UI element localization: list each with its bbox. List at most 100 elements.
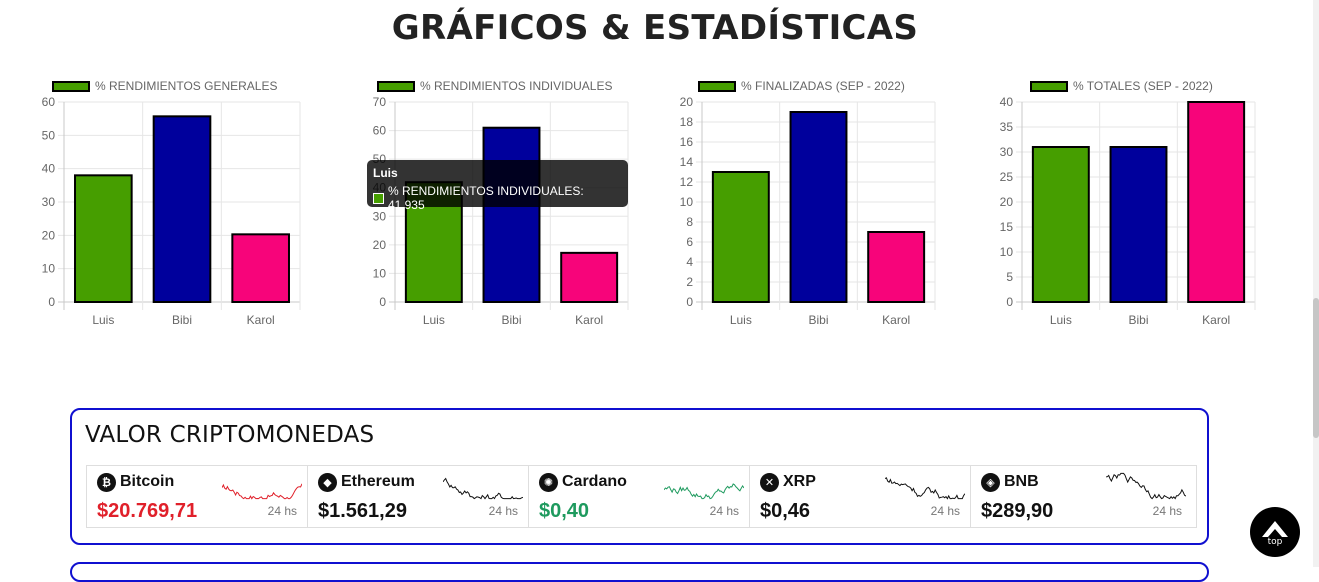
coin-price: $0,46 xyxy=(760,500,811,522)
sparkline xyxy=(443,477,523,500)
y-tick-label: 8 xyxy=(686,215,693,229)
x-tick-label: Bibi xyxy=(1128,313,1148,327)
coin-cardano[interactable]: ✺ Cardano $0,40 24 hs xyxy=(529,466,750,527)
bar-chart-svg: 40 35 30 25 20 15 10 5 0 Luis Bibi Karol xyxy=(1000,95,1256,327)
bar-bibi xyxy=(482,126,541,304)
legend-swatch xyxy=(698,80,736,92)
y-tick-label: 16 xyxy=(680,135,694,149)
y-tick-label: 5 xyxy=(1006,270,1013,284)
y-tick-label: 10 xyxy=(42,262,56,276)
legend-swatch xyxy=(377,80,415,92)
coin-bitcoin[interactable]: ₿ Bitcoin $20.769,71 24 hs xyxy=(87,466,308,527)
y-tick-label: 30 xyxy=(1000,145,1014,159)
page-title: GRÁFICOS & ESTADÍSTICAS xyxy=(391,8,919,48)
tooltip-title: Luis xyxy=(373,166,398,180)
next-section-card xyxy=(70,562,1209,582)
x-tick-label: Luis xyxy=(730,313,752,327)
x-tick-label: Karol xyxy=(575,313,603,327)
y-tick-label: 20 xyxy=(680,95,694,109)
sparkline xyxy=(222,483,302,500)
coin-period: 24 hs xyxy=(930,504,960,518)
chart-legend[interactable]: % RENDIMIENTOS INDIVIDUALES xyxy=(377,79,612,93)
coin-period: 24 hs xyxy=(267,504,297,518)
chart-legend[interactable]: % RENDIMIENTOS GENERALES xyxy=(52,79,277,93)
legend-label: % TOTALES (SEP - 2022) xyxy=(1073,79,1213,93)
coin-bnb[interactable]: ◈ BNB $289,90 24 hs xyxy=(971,466,1192,527)
coin-price: $1.561,29 xyxy=(318,500,407,522)
y-tick-label: 20 xyxy=(1000,195,1014,209)
bar-bibi xyxy=(1109,146,1168,303)
y-tick-label: 35 xyxy=(1000,120,1014,134)
bar-luis xyxy=(711,171,770,303)
y-tick-label: 60 xyxy=(373,124,387,138)
y-tick-label: 60 xyxy=(42,95,56,109)
y-tick-label: 18 xyxy=(680,115,694,129)
x-tick-label: Luis xyxy=(92,313,114,327)
coin-name: BNB xyxy=(1004,473,1039,490)
bar-karol xyxy=(1187,101,1246,303)
y-tick-label: 20 xyxy=(373,238,387,252)
legend-label: % RENDIMIENTOS GENERALES xyxy=(95,79,278,93)
bar-karol xyxy=(867,231,926,303)
y-tick-label: 2 xyxy=(686,275,693,289)
chart-rendimientos-individuales: % RENDIMIENTOS INDIVIDUALES 706050403020… xyxy=(340,72,640,342)
y-tick-label: 0 xyxy=(379,295,386,309)
tooltip-swatch xyxy=(373,192,384,204)
y-tick-label: 12 xyxy=(680,175,694,189)
chart-rendimientos-generales: % RENDIMIENTOS GENERALES 60 50 40 30 20 10 0 Lu… xyxy=(10,72,310,342)
legend-label: % RENDIMIENTOS INDIVIDUALES xyxy=(420,79,613,93)
bnb-icon: ◈ xyxy=(981,473,1000,492)
sparkline xyxy=(885,477,965,500)
y-tick-label: 30 xyxy=(42,195,56,209)
sparkline-path xyxy=(443,477,523,500)
y-tick-label: 0 xyxy=(1006,295,1013,309)
coin-period: 24 hs xyxy=(709,504,739,518)
sparkline-path xyxy=(222,483,302,500)
y-tick-label: 20 xyxy=(42,228,56,242)
coin-name: XRP xyxy=(783,473,816,490)
bar-luis xyxy=(1031,146,1090,303)
chart-totales: % TOTALES (SEP - 2022) 40 35 30 25 20 15 10 5 0 L… xyxy=(970,72,1270,342)
page-scrollbar[interactable] xyxy=(1313,0,1319,567)
y-tick-label: 4 xyxy=(686,255,693,269)
chart-finalizadas: % FINALIZADAS (SEP - 2022) 20 18 16 14 12 10 8… xyxy=(650,72,950,342)
coin-period: 24 hs xyxy=(1152,504,1182,518)
bitcoin-icon: ₿ xyxy=(97,473,116,492)
scrollbar-thumb[interactable] xyxy=(1313,298,1319,438)
sparkline-path xyxy=(1106,472,1186,500)
crypto-ticker: ₿ Bitcoin $20.769,71 24 hs ◆ Ethereum $1… xyxy=(86,465,1197,528)
y-tick-label: 15 xyxy=(1000,220,1014,234)
x-tick-label: Luis xyxy=(423,313,445,327)
legend-swatch xyxy=(52,80,90,92)
crypto-card: VALOR CRIPTOMONEDAS ₿ Bitcoin $20.769,71… xyxy=(70,408,1209,545)
y-tick-label: 10 xyxy=(373,266,387,280)
x-tick-label: Karol xyxy=(247,313,275,327)
xrp-icon: ✕ xyxy=(760,473,779,492)
bar-bibi xyxy=(152,115,212,304)
x-tick-label: Karol xyxy=(1202,313,1230,327)
coin-period: 24 hs xyxy=(488,504,518,518)
chart-legend[interactable]: % TOTALES (SEP - 2022) xyxy=(1030,79,1213,93)
y-tick-label: 50 xyxy=(42,128,56,142)
scroll-to-top-button[interactable]: top xyxy=(1250,507,1300,557)
coin-price: $0,40 xyxy=(539,500,590,522)
coin-xrp[interactable]: ✕ XRP $0,46 24 hs xyxy=(750,466,971,527)
y-tick-label: 70 xyxy=(373,95,387,109)
chart-legend[interactable]: % FINALIZADAS (SEP - 2022) xyxy=(698,79,905,93)
coin-ethereum[interactable]: ◆ Ethereum $1.561,29 24 hs xyxy=(308,466,529,527)
coin-price: $20.769,71 xyxy=(97,500,198,522)
sparkline-path xyxy=(885,477,965,500)
coin-name: Bitcoin xyxy=(120,473,175,490)
y-tick-label: 6 xyxy=(686,235,693,249)
bar-bibi xyxy=(789,111,848,303)
x-tick-label: Bibi xyxy=(172,313,192,327)
tooltip-label: % RENDIMIENTOS INDIVIDUALES: 41,935 xyxy=(387,184,584,212)
x-tick-label: Bibi xyxy=(808,313,828,327)
sparkline xyxy=(1106,472,1186,500)
y-tick-label: 0 xyxy=(48,295,55,309)
coin-name: Cardano xyxy=(562,473,627,490)
coin-name: Ethereum xyxy=(341,473,415,490)
bar-luis xyxy=(74,174,133,303)
chart-tooltip: Luis % RENDIMIENTOS INDIVIDUALES: 41,935 xyxy=(367,160,628,212)
